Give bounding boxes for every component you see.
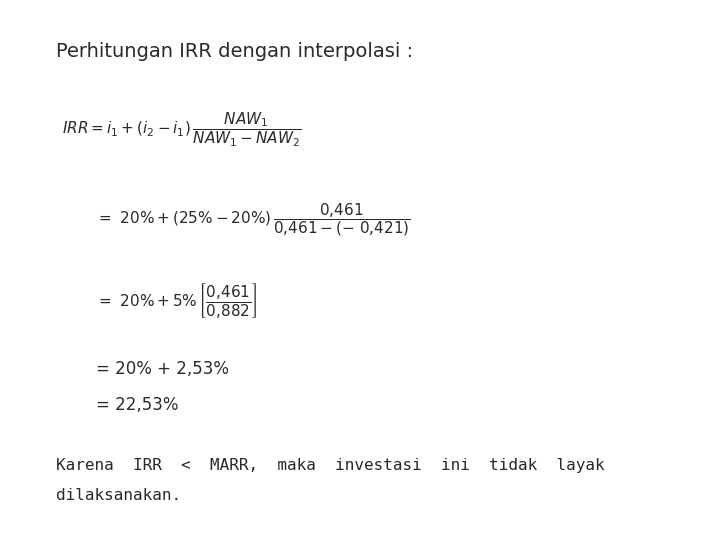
Text: = 22,53%: = 22,53%	[96, 395, 179, 414]
Text: $= \ 20\% + (25\% - 20\%)\,\dfrac{0{,}461}{0{,}461 - (-\ 0{,}421)}$: $= \ 20\% + (25\% - 20\%)\,\dfrac{0{,}46…	[96, 201, 410, 238]
Text: = 20% + 2,53%: = 20% + 2,53%	[96, 360, 229, 378]
Text: Karena  IRR  <  MARR,  maka  investasi  ini  tidak  layak: Karena IRR < MARR, maka investasi ini ti…	[55, 458, 604, 473]
Text: Perhitungan IRR dengan interpolasi :: Perhitungan IRR dengan interpolasi :	[55, 42, 413, 60]
Text: $\mathit{IRR} = \mathit{i}_1 + (\mathit{i}_2 - \mathit{i}_1)\,\dfrac{\mathit{NAW: $\mathit{IRR} = \mathit{i}_1 + (\mathit{…	[63, 111, 302, 150]
Text: dilaksanakan.: dilaksanakan.	[55, 488, 181, 503]
Text: $= \ 20\% + 5\%\,\left[\dfrac{0{,}461}{0{,}882}\right]$: $= \ 20\% + 5\%\,\left[\dfrac{0{,}461}{0…	[96, 281, 257, 320]
